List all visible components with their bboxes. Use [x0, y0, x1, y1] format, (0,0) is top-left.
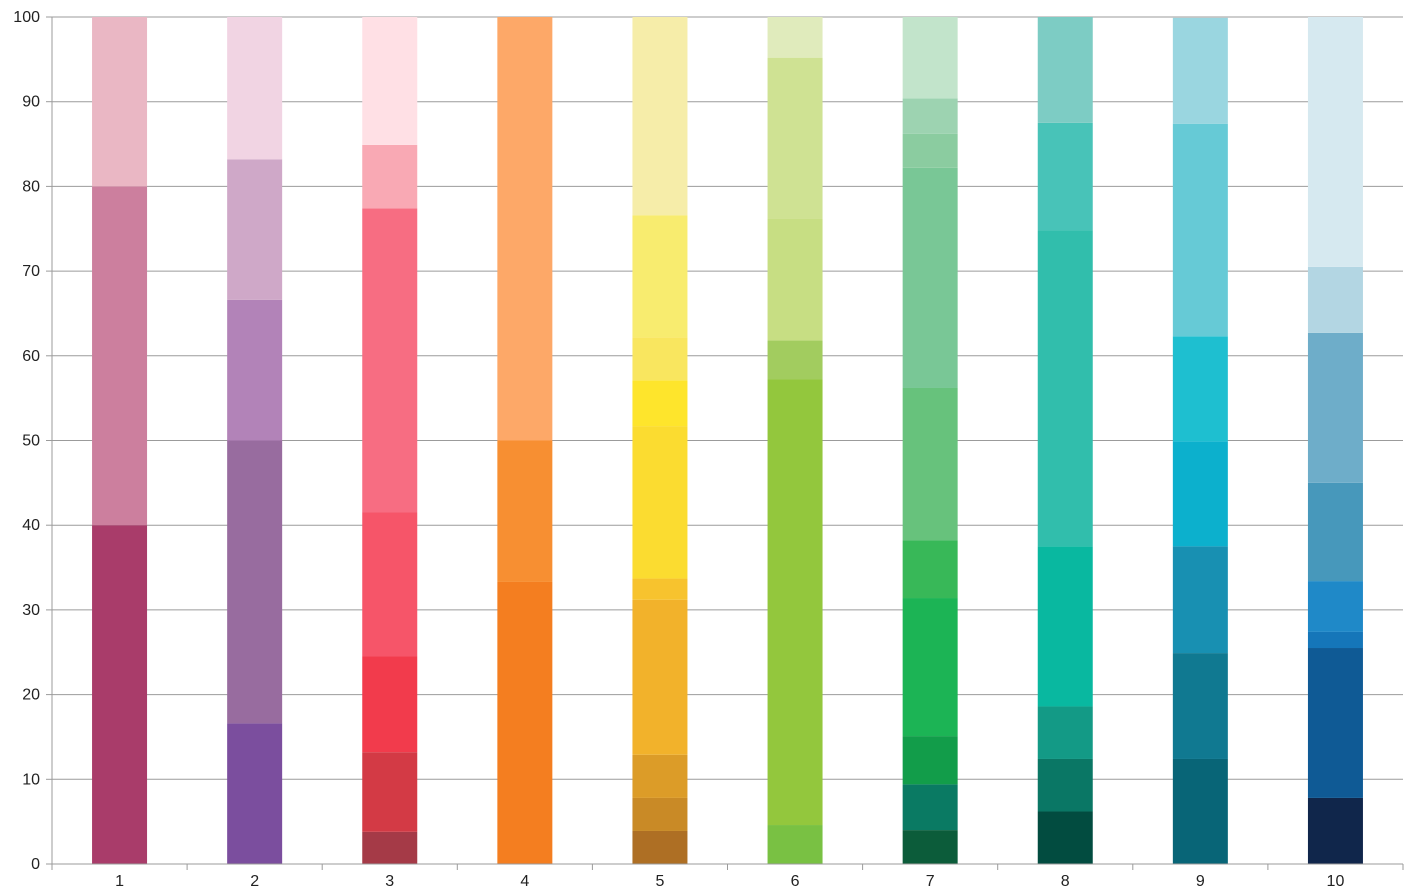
- bar-segment: [1307, 482, 1363, 582]
- bar-segment: [1037, 546, 1093, 707]
- y-tick-label: 80: [22, 178, 40, 195]
- axes: [46, 16, 1404, 870]
- bar-segment: [902, 830, 958, 864]
- x-tick-label: 10: [1327, 873, 1345, 888]
- bar-segment: [1307, 797, 1363, 864]
- bar-segment: [902, 784, 958, 831]
- y-tick-label: 30: [22, 602, 40, 619]
- bar-segment: [1307, 648, 1363, 798]
- y-tick-label: 100: [13, 9, 40, 26]
- bar-segment: [632, 426, 688, 579]
- bar-segment: [902, 167, 958, 388]
- bar-segment: [1307, 631, 1363, 649]
- bar-segment: [632, 830, 688, 864]
- bar-segment: [362, 512, 418, 657]
- bar-segment: [1172, 17, 1228, 124]
- bar-segment: [1037, 706, 1093, 759]
- y-tick-label: 0: [31, 856, 40, 873]
- y-tick-label: 40: [22, 517, 40, 534]
- bar-segment: [497, 581, 553, 864]
- bar-segment: [767, 57, 823, 219]
- bar-segment: [632, 578, 688, 600]
- bar-segment: [632, 599, 688, 755]
- bar-segment: [767, 825, 823, 864]
- bar-segment: [1172, 336, 1228, 442]
- x-tick-label: 4: [520, 873, 529, 888]
- bar-segment: [902, 736, 958, 785]
- y-tick-label: 60: [22, 348, 40, 365]
- bar-segment: [1172, 441, 1228, 547]
- bar-segment: [362, 752, 418, 832]
- y-tick-labels: 0 10 20 30 40 50 60 70 80 90 100: [13, 9, 40, 873]
- bar-segment: [902, 387, 958, 541]
- bar-segment: [1172, 653, 1228, 759]
- x-tick-label: 8: [1061, 873, 1070, 888]
- bar-segment: [1037, 758, 1093, 812]
- y-tick-label: 50: [22, 433, 40, 450]
- bar-segment: [92, 186, 148, 526]
- x-tick-label: 3: [385, 873, 394, 888]
- x-tick-label: 5: [655, 873, 664, 888]
- bar-segment: [767, 17, 823, 58]
- bar-segment: [902, 133, 958, 168]
- bar-segment: [227, 299, 283, 441]
- y-tick-label: 90: [22, 94, 40, 111]
- bar-segment: [1037, 811, 1093, 864]
- bar-segment: [1307, 581, 1363, 632]
- bar-segment: [227, 17, 283, 160]
- bars: [92, 17, 1363, 864]
- x-tick-label: 7: [926, 873, 935, 888]
- x-tick-label: 6: [791, 873, 800, 888]
- bar-segment: [92, 525, 148, 864]
- bar-segment: [1307, 17, 1363, 267]
- x-tick-labels: 1 2 3 4 5 6 7 8 9 10: [115, 873, 1344, 888]
- x-tick-label: 2: [250, 873, 259, 888]
- bar-segment: [497, 440, 553, 582]
- bar-segment: [1307, 266, 1363, 333]
- bar-segment: [362, 656, 418, 753]
- bar-segment: [1172, 546, 1228, 654]
- bar-segment: [1307, 332, 1363, 483]
- bar-segment: [1037, 230, 1093, 547]
- bar-segment: [902, 17, 958, 99]
- x-tick-label: 1: [115, 873, 124, 888]
- bar-segment: [92, 17, 148, 187]
- bar-segment: [632, 797, 688, 831]
- bar-segment: [1037, 122, 1093, 231]
- x-tick-label: 9: [1196, 873, 1205, 888]
- bar-segment: [362, 17, 418, 145]
- bar-segment: [767, 379, 823, 826]
- bar-segment: [767, 218, 823, 341]
- bar-segment: [362, 208, 418, 513]
- bar-segment: [632, 17, 688, 216]
- y-tick-label: 20: [22, 687, 40, 704]
- bar-segment: [362, 144, 418, 209]
- bar-segment: [902, 540, 958, 599]
- bar-segment: [1172, 123, 1228, 337]
- bar-segment: [497, 17, 553, 441]
- bar-segment: [632, 215, 688, 338]
- bar-segment: [227, 440, 283, 724]
- bar-segment: [632, 380, 688, 427]
- y-tick-label: 70: [22, 263, 40, 280]
- bar-segment: [632, 337, 688, 381]
- y-tick-label: 10: [22, 771, 40, 788]
- bar-segment: [1037, 17, 1093, 123]
- bar-segment: [227, 159, 283, 300]
- bar-segment: [1172, 758, 1228, 864]
- bar-segment: [632, 754, 688, 798]
- bar-segment: [227, 723, 283, 864]
- bar-segment: [767, 340, 823, 380]
- bar-segment: [902, 598, 958, 737]
- bar-segment: [362, 831, 418, 864]
- bar-segment: [902, 98, 958, 134]
